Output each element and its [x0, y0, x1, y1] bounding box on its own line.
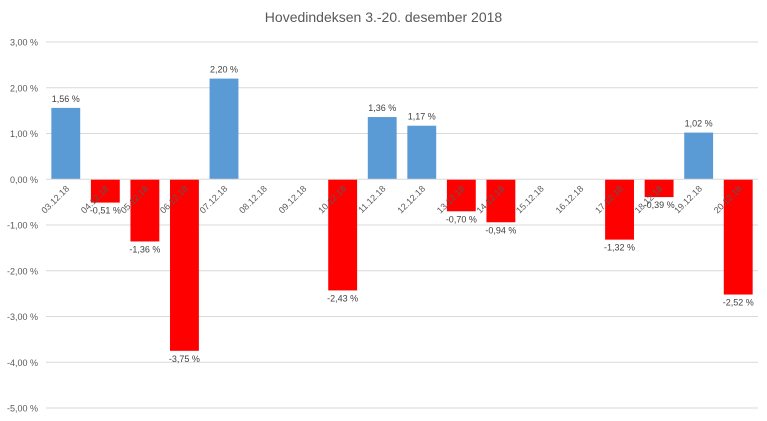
x-tick-label: 16.12.18	[554, 184, 586, 216]
bar	[170, 179, 199, 351]
data-label: -0,94 %	[485, 225, 516, 235]
data-label: -0,70 %	[446, 214, 477, 224]
bar	[130, 179, 160, 242]
x-tick-label: 09.12.18	[277, 184, 309, 216]
data-label: -3,75 %	[169, 354, 200, 364]
y-tick-label: -2,00 %	[7, 266, 38, 276]
y-axis-tick-labels: 3,00 % 2,00 % 1,00 % 0,00 % -1,00 % -2,00 % -3…	[7, 38, 38, 414]
bar	[605, 179, 634, 240]
grid-lines	[46, 41, 758, 409]
data-label: 1,17 %	[408, 112, 436, 122]
bar	[723, 179, 753, 295]
y-tick-label: 2,00 %	[10, 83, 38, 93]
data-label: -0,39 %	[644, 200, 675, 210]
data-labels: 1,56 % -0,51 % -1,36 % -3,75 % 2,20 % -2,43 %…	[52, 65, 754, 364]
data-label: -1,36 %	[129, 244, 160, 254]
x-tick-label: 07.12.18	[198, 184, 230, 216]
bar	[51, 107, 81, 180]
x-tick-label: 03.12.18	[39, 184, 71, 216]
y-tick-label: 0,00 %	[10, 175, 38, 185]
y-tick-label: -5,00 %	[7, 404, 38, 414]
y-tick-label: -3,00 %	[7, 312, 38, 322]
bar	[407, 125, 437, 180]
data-label: 1,36 %	[368, 103, 396, 113]
bar	[209, 78, 239, 180]
y-tick-label: -1,00 %	[7, 221, 38, 231]
bar	[684, 132, 714, 180]
data-label: -0,51 %	[90, 206, 121, 216]
x-tick-label: 12.12.18	[395, 184, 427, 216]
chart-title: Hovedindeksen 3.-20. desember 2018	[264, 9, 503, 25]
bar	[446, 179, 476, 212]
data-label: 2,20 %	[210, 65, 238, 75]
bar	[486, 179, 516, 223]
x-tick-label: 11.12.18	[356, 184, 387, 215]
x-tick-label: 08.12.18	[237, 184, 269, 216]
data-label: 1,56 %	[52, 94, 80, 104]
y-tick-label: 1,00 %	[10, 129, 38, 139]
y-tick-label: -4,00 %	[7, 358, 38, 368]
bar	[644, 179, 674, 198]
data-label: -1,32 %	[604, 243, 635, 253]
data-label: -2,43 %	[327, 293, 358, 303]
data-label: 1,02 %	[685, 119, 713, 129]
data-label: -2,52 %	[723, 298, 754, 308]
bars	[51, 78, 753, 351]
y-tick-label: 3,00 %	[10, 38, 38, 48]
x-tick-label: 15.12.18	[514, 184, 546, 216]
bar	[328, 179, 358, 291]
bar	[90, 179, 120, 203]
x-tick-label: 19.12.18	[672, 184, 704, 216]
bar	[367, 117, 397, 180]
